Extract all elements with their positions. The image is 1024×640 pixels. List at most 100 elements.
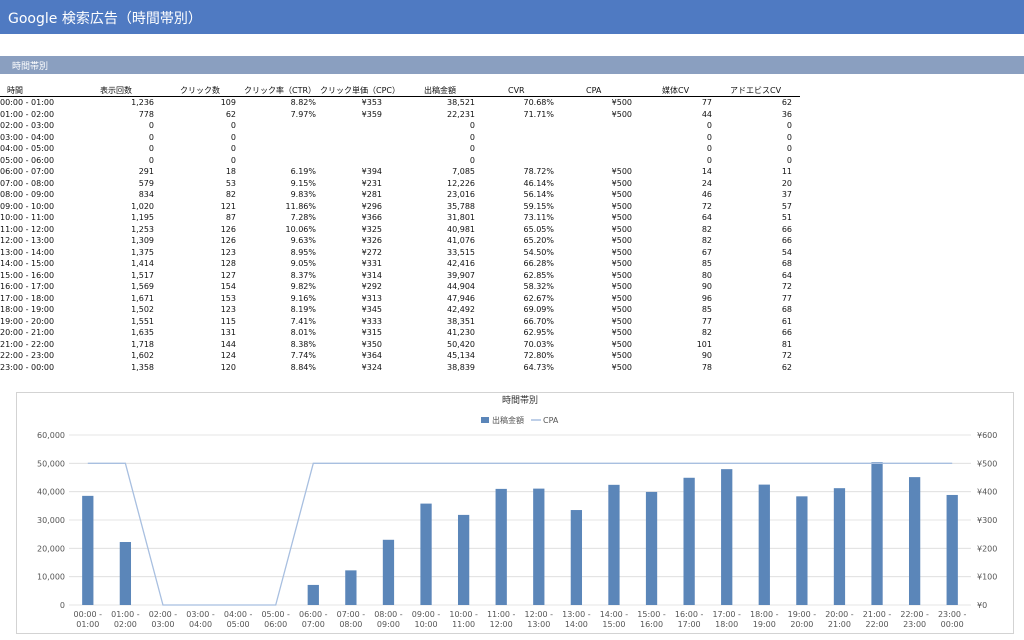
table-cell: 44,904 — [447, 282, 475, 291]
table-cell: 18:00 - 19:00 — [0, 305, 55, 314]
bar — [645, 491, 658, 605]
table-cell: ¥281 — [361, 190, 382, 199]
table-cell: 0 — [469, 144, 475, 153]
table-cell: 6.19% — [290, 167, 316, 176]
table-cell: ¥331 — [361, 259, 382, 268]
table-cell: 85 — [701, 305, 712, 314]
column-header: CPA — [586, 86, 602, 95]
table-cell: ¥500 — [611, 305, 632, 314]
table-cell: 96 — [701, 293, 712, 303]
table-cell: 68 — [781, 259, 792, 268]
bar — [683, 477, 695, 605]
table-cell: 8.19% — [290, 305, 316, 314]
column-header: クリック率（CTR） — [244, 86, 317, 95]
table-cell: 59.15% — [523, 201, 554, 211]
table-cell: 128 — [220, 259, 236, 268]
x-tick: 15:00 -16:00 — [637, 610, 666, 629]
table-cell: 00:00 - 01:00 — [0, 98, 55, 107]
table-cell: 72.80% — [523, 351, 554, 360]
x-tick: 05:00 -06:00 — [261, 610, 290, 629]
table-cell: 66.28% — [523, 259, 554, 268]
table-cell: ¥500 — [611, 201, 632, 211]
table-cell: 64.73% — [523, 362, 554, 372]
table-cell: 09:00 - 10:00 — [0, 201, 55, 211]
table-cell: 0 — [706, 155, 712, 165]
table-row: 07:00 - 08:00 579 53 9.15% ¥231 12,226 46.14% ¥… — [0, 178, 800, 190]
table-cell: 08:00 - 09:00 — [0, 190, 55, 199]
x-tick: 16:00 -17:00 — [675, 610, 704, 629]
table-cell: ¥272 — [361, 247, 382, 257]
table-row: 02:00 - 03:00 0 0 0 0 0 — [0, 120, 800, 132]
table-cell: 1,569 — [131, 282, 154, 291]
table-cell: ¥353 — [361, 98, 382, 107]
table-cell: ¥313 — [361, 293, 382, 303]
table-cell: 69.09% — [523, 305, 554, 314]
table-cell: 291 — [138, 167, 154, 176]
y-tick-right: ¥400 — [977, 488, 997, 497]
column-header: 時間 — [7, 86, 23, 95]
table-cell: 77 — [781, 293, 792, 303]
table-cell: 154 — [220, 282, 236, 291]
table-cell: 115 — [220, 316, 236, 326]
table-cell: 1,020 — [131, 201, 154, 211]
table-cell: 0 — [469, 121, 475, 130]
table-cell: 123 — [220, 247, 236, 257]
table-cell: 66 — [781, 236, 792, 245]
table-cell: 66 — [781, 224, 792, 234]
bar — [946, 494, 958, 605]
table-cell: 1,671 — [131, 293, 154, 303]
table-cell: 53 — [225, 178, 236, 188]
table-cell: 70.68% — [523, 98, 554, 107]
table-cell: 85 — [701, 259, 712, 268]
table-cell: 51 — [781, 213, 792, 222]
table-cell: 778 — [138, 109, 154, 119]
table-cell: 7.97% — [290, 109, 316, 119]
bar — [533, 488, 545, 605]
cpa-line — [87, 462, 953, 606]
report-title: Google 検索広告（時間帯別） — [8, 11, 202, 27]
hourly-table: 時間 表示回数 クリック数 クリック率（CTR） クリック単価（CPC） 出稿金額 CVR C… — [0, 86, 800, 373]
table-cell: ¥500 — [611, 190, 632, 199]
y-tick-right: ¥200 — [977, 544, 997, 553]
table-cell: 77 — [701, 98, 712, 107]
x-tick: 08:00 -09:00 — [374, 610, 403, 629]
table-cell: ¥500 — [611, 316, 632, 326]
table-cell: ¥359 — [361, 109, 382, 119]
table-cell: 23,016 — [447, 190, 475, 199]
x-tick: 21:00 -22:00 — [863, 610, 892, 629]
table-row: 19:00 - 20:00 1,551 115 7.41% ¥333 38,351 66.7… — [0, 316, 800, 328]
x-tick: 17:00 -18:00 — [712, 610, 741, 629]
table-cell: ¥333 — [361, 316, 382, 326]
table-cell: 14 — [701, 167, 712, 176]
table-cell: 05:00 - 06:00 — [0, 155, 55, 165]
y-tick-right: ¥500 — [977, 459, 997, 468]
table-cell: ¥314 — [361, 270, 382, 280]
table-cell: 35,788 — [447, 201, 475, 211]
table-cell: 71.71% — [523, 109, 554, 119]
table-cell: 7.74% — [290, 351, 316, 360]
table-cell: 126 — [220, 236, 236, 245]
table-cell: 23:00 - 00:00 — [0, 362, 55, 372]
table-cell: 80 — [701, 270, 712, 280]
table-row: 11:00 - 12:00 1,253 126 10.06% ¥325 40,981 65.… — [0, 224, 800, 236]
bar — [758, 484, 770, 605]
legend-swatch-bar — [481, 417, 489, 423]
table-cell: 62.95% — [523, 328, 554, 337]
table-cell: ¥500 — [611, 167, 632, 176]
report-header: Google 検索広告（時間帯別） — [0, 0, 1024, 34]
table-cell: 1,195 — [131, 213, 154, 222]
table-cell: ¥296 — [361, 201, 382, 211]
table-row: 09:00 - 10:00 1,020 121 11.86% ¥296 35,788 59.… — [0, 201, 800, 213]
table-cell: ¥500 — [611, 236, 632, 245]
y-tick-right: ¥600 — [977, 431, 997, 440]
table-row: 03:00 - 04:00 0 0 0 0 0 — [0, 132, 800, 144]
bar — [345, 570, 357, 605]
table-cell: 07:00 - 08:00 — [0, 178, 55, 188]
table-cell: ¥324 — [361, 362, 382, 372]
table-cell: 8.82% — [290, 98, 316, 107]
table-cell: 72 — [781, 351, 792, 360]
x-tick: 22:00 -23:00 — [900, 610, 929, 629]
table-cell: 62.67% — [523, 293, 554, 303]
table-cell: 90 — [701, 351, 712, 360]
table-cell: ¥500 — [611, 282, 632, 291]
